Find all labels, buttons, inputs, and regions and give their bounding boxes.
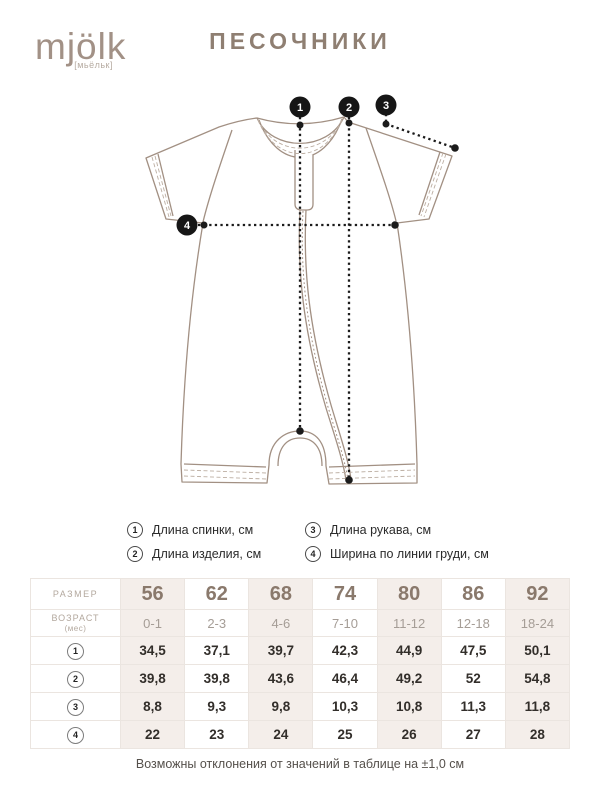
row-4-icon: 4 — [67, 726, 84, 744]
size-row-label: РАЗМЕР — [30, 578, 121, 610]
legend-3-label: Длина рукава, см — [330, 523, 432, 537]
row-2-icon: 2 — [67, 670, 84, 688]
row-3-icon: 3 — [67, 698, 84, 716]
svg-text:1: 1 — [297, 102, 303, 114]
romper-measure-diagram: 1 2 3 4 — [145, 94, 459, 485]
age-cell: 0-1 — [119, 609, 186, 637]
size-cell: 80 — [376, 578, 442, 610]
table-cell: 49,2 — [376, 664, 442, 693]
table-cell: 39,8 — [184, 664, 250, 693]
measure-legend: 1 Длина спинки, см 2 Длина изделия, см 3… — [127, 522, 489, 562]
size-cell: 62 — [184, 578, 250, 610]
tolerance-note: Возможны отклонения от значений в таблиц… — [135, 757, 465, 771]
table-cell: 34,5 — [119, 636, 186, 665]
table-cell: 47,5 — [440, 636, 506, 665]
age-cell: 18-24 — [504, 609, 571, 637]
stitch-lines — [151, 117, 447, 480]
marker-3-icon: 3 — [375, 94, 397, 116]
age-cell: 12-18 — [440, 609, 506, 637]
measure-row-4: 4 22 23 24 25 26 27 28 — [30, 720, 571, 749]
table-cell: 10,8 — [376, 692, 442, 721]
marker-1-icon: 1 — [289, 96, 311, 118]
legend-2-label: Длина изделия, см — [152, 547, 262, 561]
size-cell: 68 — [248, 578, 314, 610]
table-cell: 9,8 — [248, 692, 314, 721]
table-cell: 28 — [504, 720, 571, 749]
table-cell: 23 — [184, 720, 250, 749]
size-cell: 74 — [312, 578, 378, 610]
measure-row-2: 2 39,8 39,8 43,6 46,4 49,2 52 54,8 — [30, 664, 571, 693]
legend-3-icon: 3 — [305, 522, 321, 538]
legend-item-3: 3 Длина рукава, см — [305, 522, 489, 538]
brand-logo-transcription: [мьёльк] — [74, 60, 113, 70]
measure-endpoints — [200, 119, 459, 484]
size-cell: 56 — [119, 578, 186, 610]
size-table: РАЗМЕР 56 62 68 74 80 86 92 ВОЗРАСТ (мес… — [30, 578, 571, 749]
table-cell: 43,6 — [248, 664, 314, 693]
row-1-icon: 1 — [67, 642, 84, 660]
legend-2-icon: 2 — [127, 546, 143, 562]
age-cell: 11-12 — [376, 609, 442, 637]
table-cell: 27 — [440, 720, 506, 749]
legend-4-label: Ширина по линии груди, см — [330, 547, 489, 561]
legend-item-4: 4 Ширина по линии груди, см — [305, 546, 489, 562]
measure-row-3-label: 3 — [30, 692, 121, 721]
measure-row-1: 1 34,5 37,1 39,7 42,3 44,9 47,5 50,1 — [30, 636, 571, 665]
size-cell: 86 — [440, 578, 506, 610]
table-cell: 37,1 — [184, 636, 250, 665]
table-cell: 50,1 — [504, 636, 571, 665]
age-label-line1: ВОЗРАСТ — [51, 613, 100, 623]
table-cell: 11,8 — [504, 692, 571, 721]
measure-row-1-label: 1 — [30, 636, 121, 665]
table-cell: 39,7 — [248, 636, 314, 665]
page-title: ПЕСОЧНИКИ — [209, 28, 391, 54]
table-cell: 9,3 — [184, 692, 250, 721]
age-label-line2: (мес) — [64, 624, 87, 633]
table-cell: 52 — [440, 664, 506, 693]
table-cell: 25 — [312, 720, 378, 749]
age-cell: 7-10 — [312, 609, 378, 637]
table-cell: 54,8 — [504, 664, 571, 693]
age-cell: 2-3 — [184, 609, 250, 637]
table-cell: 22 — [119, 720, 186, 749]
svg-text:4: 4 — [184, 220, 191, 232]
table-cell: 10,3 — [312, 692, 378, 721]
legend-1-label: Длина спинки, см — [152, 523, 254, 537]
svg-text:3: 3 — [383, 100, 389, 112]
brand-logo: mjölk [мьёльк] — [35, 26, 127, 70]
table-cell: 44,9 — [376, 636, 442, 665]
legend-1-icon: 1 — [127, 522, 143, 538]
brand-logo-text: mjölk — [35, 26, 127, 67]
size-cell: 92 — [504, 578, 571, 610]
measure-row-4-label: 4 — [30, 720, 121, 749]
age-row: ВОЗРАСТ (мес) 0-1 2-3 4-6 7-10 11-12 12-… — [30, 609, 571, 637]
marker-4-icon: 4 — [176, 214, 198, 236]
table-cell: 11,3 — [440, 692, 506, 721]
measure-line-3 — [384, 114, 456, 150]
age-cell: 4-6 — [248, 609, 314, 637]
table-cell: 26 — [376, 720, 442, 749]
legend-item-2: 2 Длина изделия, см — [127, 546, 305, 562]
age-row-label: ВОЗРАСТ (мес) — [30, 609, 121, 637]
legend-4-icon: 4 — [305, 546, 321, 562]
measure-row-2-label: 2 — [30, 664, 121, 693]
marker-2-icon: 2 — [338, 96, 360, 118]
table-cell: 24 — [248, 720, 314, 749]
measure-lines — [198, 114, 456, 480]
table-cell: 42,3 — [312, 636, 378, 665]
table-cell: 39,8 — [119, 664, 186, 693]
table-cell: 46,4 — [312, 664, 378, 693]
svg-text:2: 2 — [346, 102, 352, 114]
table-cell: 8,8 — [119, 692, 186, 721]
size-row: РАЗМЕР 56 62 68 74 80 86 92 — [30, 578, 571, 610]
legend-item-1: 1 Длина спинки, см — [127, 522, 305, 538]
measure-row-3: 3 8,8 9,3 9,8 10,3 10,8 11,3 11,8 — [30, 692, 571, 721]
